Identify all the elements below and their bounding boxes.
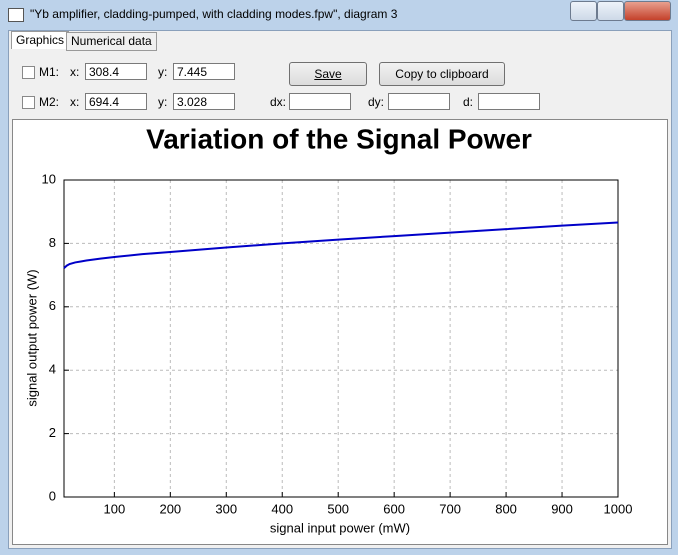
x-tick-label: 800 bbox=[495, 501, 517, 516]
field-label: x: bbox=[70, 65, 80, 79]
y-tick-label: 0 bbox=[49, 488, 56, 503]
y-tick-label: 4 bbox=[49, 362, 56, 377]
x-axis-label: signal input power (mW) bbox=[270, 520, 410, 535]
x-tick-label: 400 bbox=[271, 501, 293, 516]
plot-frame bbox=[63, 179, 619, 498]
tab[interactable]: Graphics bbox=[11, 31, 70, 49]
x-tick-label: 300 bbox=[215, 501, 237, 516]
close-button[interactable] bbox=[624, 1, 671, 21]
checkbox[interactable] bbox=[22, 96, 35, 109]
y-axis-label: signal output power (W) bbox=[24, 269, 39, 406]
save-button[interactable]: Save bbox=[289, 62, 367, 86]
marker-label: M1: bbox=[39, 65, 60, 79]
chart: Variation of the Signal Power signal inp… bbox=[12, 119, 668, 545]
window-icon bbox=[8, 8, 24, 22]
data-line bbox=[63, 221, 619, 269]
x-tick-label: 200 bbox=[159, 501, 181, 516]
x-tick-label: 500 bbox=[327, 501, 349, 516]
x-tick-label: 900 bbox=[551, 501, 573, 516]
copy-button[interactable]: Copy to clipboard bbox=[379, 62, 505, 86]
field-label: d: bbox=[463, 95, 474, 109]
field-label: y: bbox=[158, 95, 168, 109]
x-tick-label: 600 bbox=[383, 501, 405, 516]
field-label: dy: bbox=[368, 95, 385, 109]
window-title: "Yb amplifier, cladding-pumped, with cla… bbox=[30, 7, 398, 21]
field-label: y: bbox=[158, 65, 168, 79]
text-field[interactable] bbox=[289, 93, 351, 110]
minimize-button[interactable] bbox=[570, 1, 597, 21]
text-field[interactable] bbox=[478, 93, 540, 110]
field-label: x: bbox=[70, 95, 80, 109]
y-tick-label: 2 bbox=[49, 425, 56, 440]
text-field[interactable]: 7.445 bbox=[173, 63, 235, 80]
text-field[interactable]: 308.4 bbox=[85, 63, 147, 80]
x-tick-label: 100 bbox=[104, 501, 126, 516]
x-tick-label: 1000 bbox=[604, 501, 633, 516]
chart-title: Variation of the Signal Power bbox=[146, 123, 532, 154]
x-tick-label: 700 bbox=[439, 501, 461, 516]
text-field[interactable]: 694.4 bbox=[85, 93, 147, 110]
marker-label: M2: bbox=[39, 95, 60, 109]
y-tick-label: 8 bbox=[49, 235, 56, 250]
y-tick-label: 10 bbox=[42, 171, 56, 186]
y-tick-label: 6 bbox=[49, 298, 56, 313]
text-field[interactable]: 3.028 bbox=[173, 93, 235, 110]
tab[interactable]: Numerical data bbox=[66, 32, 157, 51]
checkbox[interactable] bbox=[22, 66, 35, 79]
text-field[interactable] bbox=[388, 93, 450, 110]
maximize-button[interactable] bbox=[597, 1, 624, 21]
field-label: dx: bbox=[270, 95, 287, 109]
